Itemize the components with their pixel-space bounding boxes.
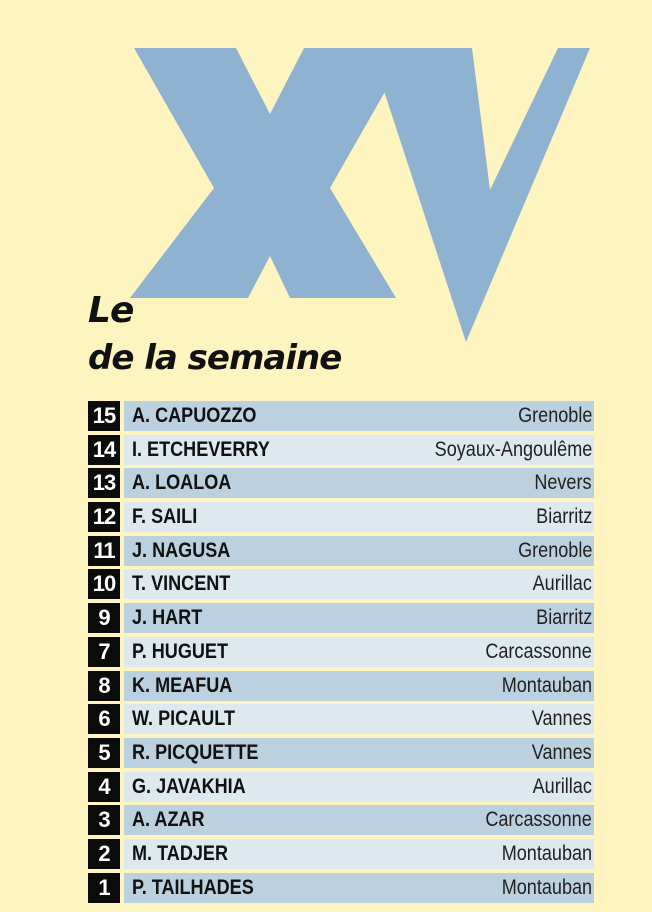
player-band: A. CAPUOZZO Grenoble bbox=[124, 401, 594, 431]
player-row: 15 A. CAPUOZZO Grenoble bbox=[88, 401, 594, 431]
player-club: Montauban bbox=[501, 841, 592, 865]
jersey-number: 11 bbox=[88, 535, 120, 566]
jersey-number: 7 bbox=[88, 636, 120, 667]
player-name: A. LOALOA bbox=[132, 471, 232, 495]
player-name: K. MEAFUA bbox=[132, 673, 233, 697]
player-club: Carcassonne bbox=[485, 639, 592, 663]
player-club: Montauban bbox=[501, 673, 592, 697]
player-row: 1 P. TAILHADES Montauban bbox=[88, 872, 594, 903]
player-club: Nevers bbox=[534, 471, 592, 495]
player-band: I. ETCHEVERRY Soyaux-Angoulême bbox=[124, 434, 594, 465]
player-club: Aurillac bbox=[532, 774, 592, 798]
x-letter-shape bbox=[130, 48, 410, 298]
player-name: P. TAILHADES bbox=[132, 875, 254, 899]
player-club: Biarritz bbox=[535, 505, 592, 529]
player-row: 9 J. HART Biarritz bbox=[88, 603, 594, 634]
jersey-number: 9 bbox=[88, 603, 120, 634]
player-name: F. SAILI bbox=[132, 505, 198, 529]
player-club: Aurillac bbox=[532, 572, 592, 596]
player-band: T. VINCENT Aurillac bbox=[124, 569, 594, 600]
jersey-number: 14 bbox=[88, 434, 120, 465]
player-band: P. HUGUET Carcassonne bbox=[124, 636, 594, 667]
jersey-number: 3 bbox=[88, 805, 120, 836]
player-band: A. LOALOA Nevers bbox=[124, 468, 594, 499]
player-club: Carcassonne bbox=[485, 808, 592, 832]
player-row: 13 A. LOALOA Nevers bbox=[88, 468, 594, 499]
player-name: A. CAPUOZZO bbox=[132, 404, 257, 427]
jersey-number: 2 bbox=[88, 838, 120, 869]
jersey-number: 12 bbox=[88, 502, 120, 533]
jersey-number: 6 bbox=[88, 704, 120, 735]
player-band: W. PICAULT Vannes bbox=[124, 704, 594, 735]
player-row: 5 R. PICQUETTE Vannes bbox=[88, 737, 594, 768]
player-club: Montauban bbox=[501, 875, 592, 899]
v-letter-shape bbox=[370, 48, 590, 342]
player-name: A. AZAR bbox=[132, 808, 205, 832]
player-band: K. MEAFUA Montauban bbox=[124, 670, 594, 701]
jersey-number: 10 bbox=[88, 569, 120, 600]
player-band: J. NAGUSA Grenoble bbox=[124, 535, 594, 566]
player-row: 14 I. ETCHEVERRY Soyaux-Angoulême bbox=[88, 434, 594, 465]
player-row: 7 P. HUGUET Carcassonne bbox=[88, 636, 594, 667]
player-club: Grenoble bbox=[517, 538, 592, 562]
player-row: 2 M. TADJER Montauban bbox=[88, 838, 594, 869]
player-name: P. HUGUET bbox=[132, 639, 229, 663]
player-name: R. PICQUETTE bbox=[132, 740, 259, 764]
player-row: 4 G. JAVAKHIA Aurillac bbox=[88, 771, 594, 802]
player-band: R. PICQUETTE Vannes bbox=[124, 737, 594, 768]
xv-logo-graphic bbox=[130, 48, 590, 342]
jersey-number: 4 bbox=[88, 771, 120, 802]
player-name: G. JAVAKHIA bbox=[132, 774, 246, 798]
player-club: Vannes bbox=[532, 707, 592, 731]
jersey-number: 1 bbox=[88, 872, 120, 903]
team-roster-list: 15 A. CAPUOZZO Grenoble 14 I. ETCHEVERRY Soya… bbox=[88, 401, 594, 906]
player-name: W. PICAULT bbox=[132, 707, 235, 731]
title-subtitle: de la semaine bbox=[88, 338, 342, 378]
title-le: Le bbox=[88, 290, 134, 331]
player-club: Biarritz bbox=[535, 606, 592, 630]
player-name: J. NAGUSA bbox=[132, 538, 231, 562]
jersey-number: 13 bbox=[88, 468, 120, 499]
player-band: P. TAILHADES Montauban bbox=[124, 872, 594, 903]
player-row: 10 T. VINCENT Aurillac bbox=[88, 569, 594, 600]
jersey-number: 5 bbox=[88, 737, 120, 768]
player-band: G. JAVAKHIA Aurillac bbox=[124, 771, 594, 802]
player-band: F. SAILI Biarritz bbox=[124, 502, 594, 533]
player-name: I. ETCHEVERRY bbox=[132, 437, 270, 461]
jersey-number: 8 bbox=[88, 670, 120, 701]
player-row: 8 K. MEAFUA Montauban bbox=[88, 670, 594, 701]
player-band: M. TADJER Montauban bbox=[124, 838, 594, 869]
player-club: Grenoble bbox=[517, 404, 592, 427]
player-band: A. AZAR Carcassonne bbox=[124, 805, 594, 836]
player-row: 6 W. PICAULT Vannes bbox=[88, 704, 594, 735]
player-name: M. TADJER bbox=[132, 841, 228, 865]
player-row: 12 F. SAILI Biarritz bbox=[88, 502, 594, 533]
player-name: T. VINCENT bbox=[132, 572, 231, 596]
player-band: J. HART Biarritz bbox=[124, 603, 594, 634]
player-row: 3 A. AZAR Carcassonne bbox=[88, 805, 594, 836]
player-club: Vannes bbox=[532, 740, 592, 764]
player-club: Soyaux-Angoulême bbox=[434, 437, 592, 461]
player-name: J. HART bbox=[132, 606, 203, 630]
jersey-number: 15 bbox=[88, 401, 120, 431]
player-row: 11 J. NAGUSA Grenoble bbox=[88, 535, 594, 566]
